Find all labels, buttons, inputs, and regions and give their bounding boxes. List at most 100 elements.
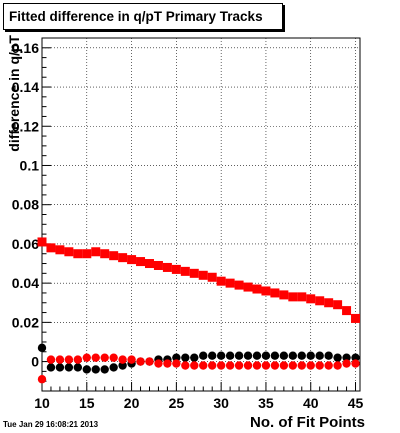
y-tick-label: 0.16 bbox=[12, 40, 39, 56]
circle-marker bbox=[342, 359, 351, 368]
square-marker bbox=[351, 313, 361, 323]
square-marker bbox=[136, 257, 146, 267]
square-marker bbox=[82, 249, 92, 259]
square-marker bbox=[180, 266, 190, 276]
circle-marker bbox=[190, 353, 199, 362]
circle-marker bbox=[333, 353, 342, 362]
circle-marker bbox=[118, 361, 127, 370]
circle-marker bbox=[46, 363, 56, 372]
square-marker bbox=[288, 292, 298, 302]
circle-marker bbox=[288, 351, 298, 360]
circle-marker bbox=[324, 351, 333, 360]
circle-marker bbox=[109, 353, 118, 362]
circle-marker bbox=[181, 353, 190, 362]
data-markers bbox=[37, 237, 361, 384]
circle-marker bbox=[163, 359, 172, 368]
circle-marker bbox=[243, 351, 253, 360]
circle-marker bbox=[55, 363, 65, 372]
square-marker bbox=[118, 253, 128, 263]
square-marker bbox=[55, 245, 65, 255]
circle-marker bbox=[154, 359, 163, 368]
circle-marker bbox=[100, 365, 109, 374]
circle-marker bbox=[64, 363, 74, 372]
circle-marker bbox=[100, 353, 109, 362]
circle-marker bbox=[261, 361, 271, 370]
circle-marker bbox=[37, 375, 47, 384]
circle-marker bbox=[351, 359, 360, 368]
circle-marker bbox=[234, 361, 244, 370]
circle-marker bbox=[190, 361, 199, 370]
circle-marker bbox=[91, 365, 100, 374]
circle-marker bbox=[306, 351, 315, 360]
circle-marker bbox=[351, 353, 360, 362]
circle-marker bbox=[55, 355, 65, 364]
square-marker bbox=[315, 296, 325, 306]
x-tick-label: 40 bbox=[303, 395, 319, 411]
square-marker bbox=[162, 262, 172, 272]
circle-marker bbox=[172, 353, 181, 362]
x-tick-label: 25 bbox=[169, 395, 185, 411]
y-tick-label: 0.04 bbox=[12, 275, 39, 291]
circle-marker bbox=[145, 357, 154, 366]
circle-marker bbox=[315, 351, 324, 360]
circle-marker bbox=[324, 361, 333, 370]
square-marker bbox=[91, 247, 101, 257]
square-marker bbox=[252, 284, 262, 294]
square-marker bbox=[297, 292, 307, 302]
square-marker bbox=[171, 264, 181, 274]
x-tick-label: 10 bbox=[34, 395, 50, 411]
axis-ticks: 10 15 20 25 30 35 40 45 0 0.02 0.04 0.06 0.08 0.1 0.12… bbox=[12, 40, 364, 411]
circle-marker bbox=[297, 351, 306, 360]
x-tick-label: 45 bbox=[348, 395, 364, 411]
circle-marker bbox=[270, 361, 280, 370]
circle-marker bbox=[333, 361, 342, 370]
circle-marker bbox=[46, 355, 56, 364]
x-tick-label: 15 bbox=[79, 395, 95, 411]
circle-marker bbox=[261, 351, 271, 360]
circle-marker bbox=[342, 353, 351, 362]
square-marker bbox=[225, 278, 235, 288]
circle-marker bbox=[225, 361, 235, 370]
square-marker bbox=[46, 243, 56, 253]
square-marker bbox=[64, 247, 74, 257]
circle-marker bbox=[252, 361, 262, 370]
y-axis-label: difference in q/pT bbox=[6, 35, 22, 152]
chart-title: Fitted difference in q/pT Primary Tracks bbox=[3, 3, 283, 30]
circle-marker bbox=[216, 351, 226, 360]
circle-marker bbox=[234, 351, 244, 360]
circle-marker bbox=[225, 351, 235, 360]
y-tick-label: 0.02 bbox=[12, 314, 39, 330]
square-marker bbox=[127, 255, 137, 265]
circle-marker bbox=[216, 361, 226, 370]
circle-marker bbox=[306, 361, 315, 370]
circle-marker bbox=[270, 351, 280, 360]
circle-marker bbox=[172, 359, 181, 368]
circle-marker bbox=[91, 353, 100, 362]
circle-marker bbox=[315, 361, 324, 370]
square-marker bbox=[342, 306, 352, 316]
circle-marker bbox=[136, 357, 145, 366]
circle-marker bbox=[64, 355, 74, 364]
grid-lines bbox=[41, 38, 360, 391]
circle-marker bbox=[199, 351, 208, 360]
circle-marker bbox=[37, 343, 47, 353]
circle-marker bbox=[252, 351, 262, 360]
circle-marker bbox=[243, 361, 253, 370]
circle-marker bbox=[297, 361, 306, 370]
circle-marker bbox=[109, 363, 118, 372]
x-tick-label: 35 bbox=[258, 395, 274, 411]
square-marker bbox=[73, 249, 83, 259]
square-marker bbox=[333, 300, 343, 310]
timestamp-label: Tue Jan 29 16:08:21 2013 bbox=[3, 420, 99, 429]
square-marker bbox=[144, 259, 154, 269]
square-marker bbox=[109, 251, 119, 261]
circle-marker bbox=[118, 355, 127, 364]
y-tick-label: 0.08 bbox=[12, 197, 39, 213]
square-marker bbox=[153, 260, 163, 270]
circle-marker bbox=[73, 363, 83, 372]
circle-marker bbox=[181, 361, 190, 370]
square-marker bbox=[243, 282, 253, 292]
x-tick-label: 20 bbox=[124, 395, 140, 411]
square-marker bbox=[100, 249, 110, 259]
